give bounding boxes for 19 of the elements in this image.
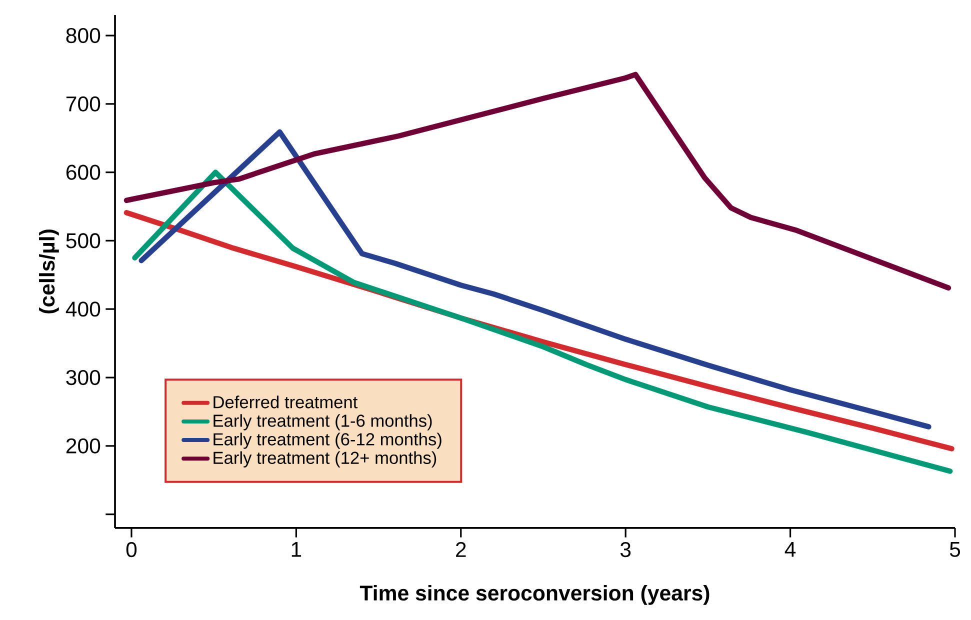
x-tick-label: 0: [126, 542, 137, 558]
y-tick-label: 500: [66, 233, 100, 248]
legend-label: Early treatment (1-6 months): [214, 414, 432, 430]
y-tick-label: 800: [66, 28, 100, 44]
legend-label: Deferred treatment: [214, 396, 358, 408]
y-tick-label: 400: [66, 302, 100, 317]
x-tick-label: 2: [456, 542, 466, 557]
x-tick-label: 4: [784, 542, 796, 557]
y-axis-title: (cells/µl): [38, 230, 59, 314]
y-tick-label: 700: [66, 96, 100, 112]
x-axis-title: Time since seroconversion (years): [360, 584, 710, 605]
y-tick-label: 600: [66, 164, 100, 180]
legend-label: Early treatment (12+ months): [214, 451, 436, 468]
y-tick-label: 300: [66, 370, 100, 386]
y-tick-label: 200: [66, 438, 100, 454]
x-tick-label: 5: [950, 542, 960, 557]
legend-label: Early treatment (6-12 months): [214, 432, 442, 449]
x-tick-label: 1: [292, 542, 302, 557]
x-tick-label: 3: [620, 542, 631, 558]
